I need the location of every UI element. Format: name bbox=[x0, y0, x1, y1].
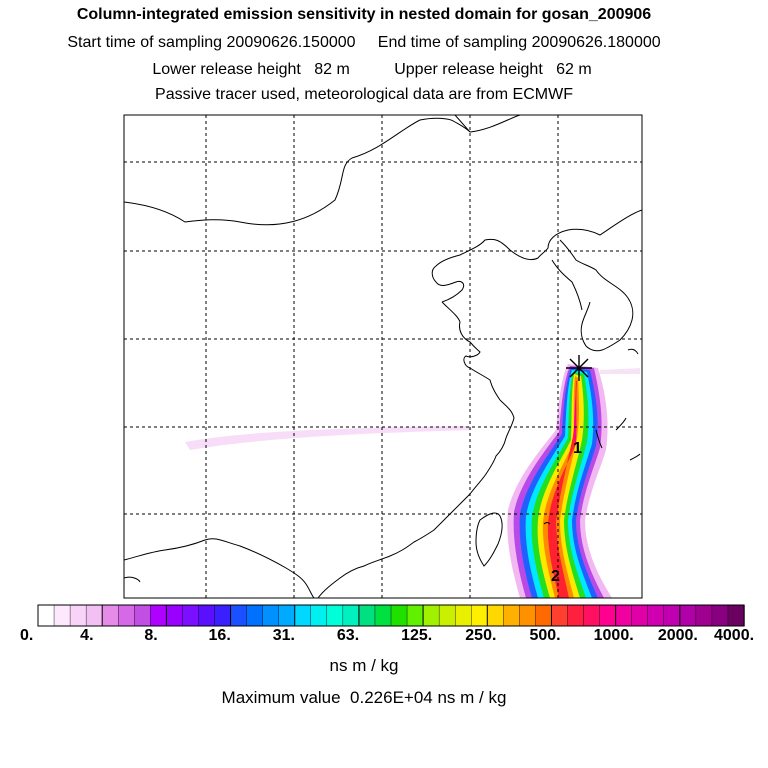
colorbar-tick-label: 125. bbox=[401, 627, 433, 644]
colorbar-cell bbox=[519, 604, 537, 627]
maximum-value-text: Maximum value 0.226E+04 ns m / kg bbox=[221, 688, 507, 707]
colorbar-cell bbox=[230, 604, 248, 627]
colorbar-cell bbox=[727, 604, 745, 627]
colorbar-cell bbox=[615, 604, 633, 627]
colorbar-cell bbox=[535, 604, 553, 627]
colorbar-cell bbox=[422, 604, 440, 627]
colorbar-cell bbox=[406, 604, 424, 627]
colorbar-cell bbox=[711, 604, 729, 627]
coastlines bbox=[124, 115, 642, 598]
colorbar-cell bbox=[695, 604, 713, 627]
colorbar-cell bbox=[599, 604, 617, 627]
colorbar-frame bbox=[37, 604, 745, 627]
colorbar-cell bbox=[342, 604, 360, 627]
colorbar-tick-label: 63. bbox=[336, 627, 360, 644]
colorbar-cell bbox=[182, 604, 200, 627]
map-frame bbox=[123, 114, 643, 599]
sampling-time-line: Start time of sampling 20090626.150000 E… bbox=[67, 34, 661, 51]
colorbar-tick-label: 16. bbox=[208, 627, 231, 644]
colorbar-units: ns m / kg bbox=[329, 656, 399, 675]
colorbar-cell bbox=[37, 604, 55, 627]
colorbar-cell bbox=[503, 604, 521, 627]
colorbar-cell bbox=[278, 604, 296, 627]
tracer-info-line: Passive tracer used, meteorological data… bbox=[155, 86, 573, 103]
colorbar-cell bbox=[390, 604, 408, 627]
colorbar-cell bbox=[679, 604, 697, 627]
colorbar-tick-label: 500. bbox=[529, 627, 561, 644]
colorbar-tick-label: 4000. bbox=[714, 627, 755, 644]
colorbar-cell bbox=[262, 604, 280, 627]
colorbar-cell bbox=[374, 604, 392, 627]
colorbar-cell bbox=[101, 604, 119, 627]
colorbar-cell bbox=[438, 604, 456, 627]
colorbar-cell bbox=[310, 604, 328, 627]
colorbar-tick-label: 4. bbox=[80, 627, 94, 644]
colorbar-cell bbox=[583, 604, 601, 627]
colorbar-cell bbox=[214, 604, 232, 627]
colorbar-cell bbox=[118, 604, 135, 627]
colorbar-tick-label: 1000. bbox=[593, 627, 634, 644]
colorbar-cell bbox=[69, 604, 87, 627]
colorbar-cell bbox=[551, 604, 569, 627]
colorbar-cell bbox=[198, 604, 216, 627]
map-content: 1 2 bbox=[124, 115, 642, 598]
trajectory-label-1: 1 bbox=[573, 440, 582, 457]
colorbar-cell bbox=[150, 604, 168, 627]
colorbar-tick-label: 250. bbox=[465, 627, 497, 644]
colorbar-cell bbox=[454, 604, 472, 627]
colorbar-cell bbox=[567, 604, 585, 627]
faint-plume-east bbox=[600, 368, 640, 374]
colorbar-cell bbox=[53, 604, 71, 627]
colorbar-cell bbox=[326, 604, 344, 627]
colorbar-tick-label: 0. bbox=[20, 627, 34, 644]
plume-core bbox=[574, 384, 577, 446]
plot-title: Column-integrated emission sensitivity i… bbox=[76, 6, 652, 23]
graticule bbox=[124, 115, 642, 598]
colorbar-cell bbox=[85, 604, 103, 627]
colorbar-cell bbox=[134, 604, 152, 627]
colorbar-cell bbox=[647, 604, 665, 627]
colorbar-tick-label: 2000. bbox=[657, 627, 698, 644]
star-icon bbox=[566, 355, 592, 381]
colorbar-cell bbox=[166, 604, 184, 627]
faint-plume bbox=[185, 426, 472, 450]
colorbar-cell bbox=[294, 604, 312, 627]
release-height-line: Lower release height 82 m Upper release … bbox=[152, 61, 592, 78]
colorbar-cell bbox=[471, 604, 488, 627]
colorbar-cell bbox=[358, 604, 376, 627]
colorbar-cell bbox=[487, 604, 505, 627]
colorbar-tick-label: 8. bbox=[144, 627, 158, 644]
colorbar-cell bbox=[631, 604, 649, 627]
colorbar-cell bbox=[663, 604, 681, 627]
trajectory-label-2: 2 bbox=[551, 568, 560, 585]
colorbar-cell bbox=[246, 604, 264, 627]
plume-band-red bbox=[547, 380, 577, 598]
colorbar-tick-label: 31. bbox=[272, 627, 295, 644]
